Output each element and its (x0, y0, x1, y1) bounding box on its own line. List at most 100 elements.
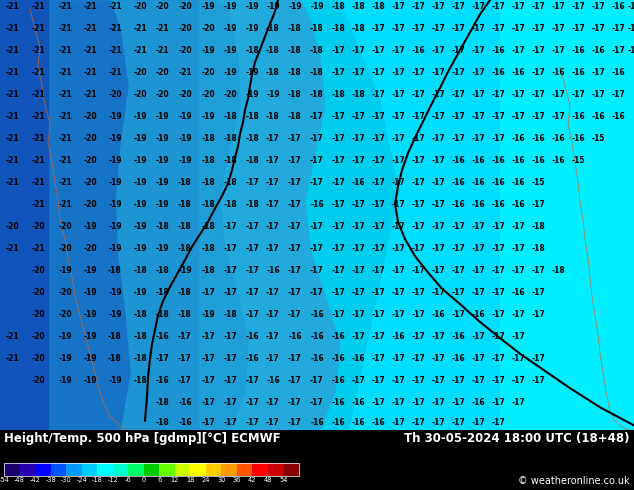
Text: -17: -17 (331, 68, 345, 77)
Text: -20: -20 (133, 90, 147, 99)
Text: -17: -17 (531, 266, 545, 275)
Text: -18: -18 (223, 310, 237, 319)
Text: -17: -17 (371, 112, 385, 121)
Text: -20: -20 (31, 266, 45, 275)
Text: -21: -21 (155, 24, 169, 33)
Text: -17: -17 (411, 266, 425, 275)
Text: -18: -18 (288, 24, 302, 33)
Text: -19: -19 (108, 134, 122, 143)
Text: -16: -16 (471, 178, 485, 187)
Text: -18: -18 (223, 178, 237, 187)
Bar (51, 463, 66, 476)
Text: -19: -19 (133, 288, 147, 297)
Text: -17: -17 (223, 244, 237, 253)
Text: -17: -17 (411, 2, 425, 11)
Text: -18: -18 (155, 398, 169, 407)
Text: -18: -18 (266, 46, 280, 55)
Text: -17: -17 (531, 90, 545, 99)
Text: -20: -20 (83, 156, 97, 165)
Text: -17: -17 (331, 288, 345, 297)
Text: -19: -19 (108, 288, 122, 297)
Text: -17: -17 (223, 288, 237, 297)
Text: -18: -18 (310, 46, 324, 55)
Text: -16: -16 (491, 178, 505, 187)
Text: -19: -19 (108, 244, 122, 253)
Text: -21: -21 (108, 68, 122, 77)
Text: -17: -17 (391, 178, 405, 187)
Text: -21: -21 (31, 200, 45, 209)
Text: -18: -18 (155, 288, 169, 297)
Text: -21: -21 (108, 24, 122, 33)
Text: -18: -18 (178, 288, 192, 297)
Text: -17: -17 (511, 222, 525, 231)
Text: -17: -17 (431, 2, 445, 11)
Text: -17: -17 (331, 134, 345, 143)
Text: 48: 48 (264, 477, 272, 483)
Text: -21: -21 (83, 68, 97, 77)
Text: -17: -17 (451, 112, 465, 121)
Text: -17: -17 (411, 376, 425, 385)
Text: -17: -17 (266, 418, 280, 427)
Text: -17: -17 (531, 68, 545, 77)
Text: -19: -19 (245, 24, 259, 33)
Text: -20: -20 (31, 288, 45, 297)
Text: -18: -18 (108, 354, 122, 363)
Text: -17: -17 (391, 134, 405, 143)
Polygon shape (0, 0, 634, 430)
Text: -17: -17 (591, 90, 605, 99)
Text: -16: -16 (310, 332, 324, 341)
Text: -19: -19 (266, 90, 280, 99)
Text: -17: -17 (391, 200, 405, 209)
Text: -17: -17 (331, 266, 345, 275)
Text: -17: -17 (411, 354, 425, 363)
Text: -16: -16 (391, 332, 405, 341)
Text: -19: -19 (58, 354, 72, 363)
Text: -17: -17 (331, 112, 345, 121)
Polygon shape (340, 0, 634, 430)
Text: -21: -21 (5, 178, 19, 187)
Text: -17: -17 (288, 200, 302, 209)
Text: -17: -17 (351, 156, 365, 165)
Text: -17: -17 (471, 418, 485, 427)
Text: -17: -17 (431, 354, 445, 363)
Text: -19: -19 (223, 24, 237, 33)
Text: -17: -17 (591, 68, 605, 77)
Text: © weatheronline.co.uk: © weatheronline.co.uk (519, 476, 630, 486)
Text: -17: -17 (371, 266, 385, 275)
Text: -21: -21 (58, 90, 72, 99)
Text: -17: -17 (266, 222, 280, 231)
Bar (4, 463, 299, 476)
Text: -17: -17 (331, 222, 345, 231)
Text: -17: -17 (245, 266, 259, 275)
Text: -18: -18 (201, 178, 215, 187)
Text: -16: -16 (451, 332, 465, 341)
Text: -21: -21 (31, 112, 45, 121)
Text: -17: -17 (471, 2, 485, 11)
Text: -17: -17 (310, 222, 324, 231)
Text: -18: -18 (133, 332, 147, 341)
Text: -17: -17 (288, 398, 302, 407)
Text: -18: -18 (201, 156, 215, 165)
Text: -17: -17 (411, 244, 425, 253)
Text: -17: -17 (491, 244, 505, 253)
Text: -21: -21 (58, 156, 72, 165)
Bar (221, 463, 237, 476)
Text: -18: -18 (223, 200, 237, 209)
Text: -17: -17 (451, 46, 465, 55)
Text: -17: -17 (411, 112, 425, 121)
Text: -17: -17 (471, 46, 485, 55)
Text: -18: -18 (288, 68, 302, 77)
Text: -17: -17 (491, 2, 505, 11)
Text: -20: -20 (58, 244, 72, 253)
Text: -20: -20 (201, 90, 215, 99)
Text: -18: -18 (351, 2, 365, 11)
Text: -18: -18 (178, 222, 192, 231)
Text: -16: -16 (288, 332, 302, 341)
Text: -21: -21 (5, 68, 19, 77)
Bar (190, 463, 206, 476)
Text: Height/Temp. 500 hPa [gdmp][°C] ECMWF: Height/Temp. 500 hPa [gdmp][°C] ECMWF (4, 432, 281, 445)
Text: -17: -17 (451, 288, 465, 297)
Text: -17: -17 (351, 112, 365, 121)
Text: -17: -17 (371, 68, 385, 77)
Text: -17: -17 (491, 90, 505, 99)
